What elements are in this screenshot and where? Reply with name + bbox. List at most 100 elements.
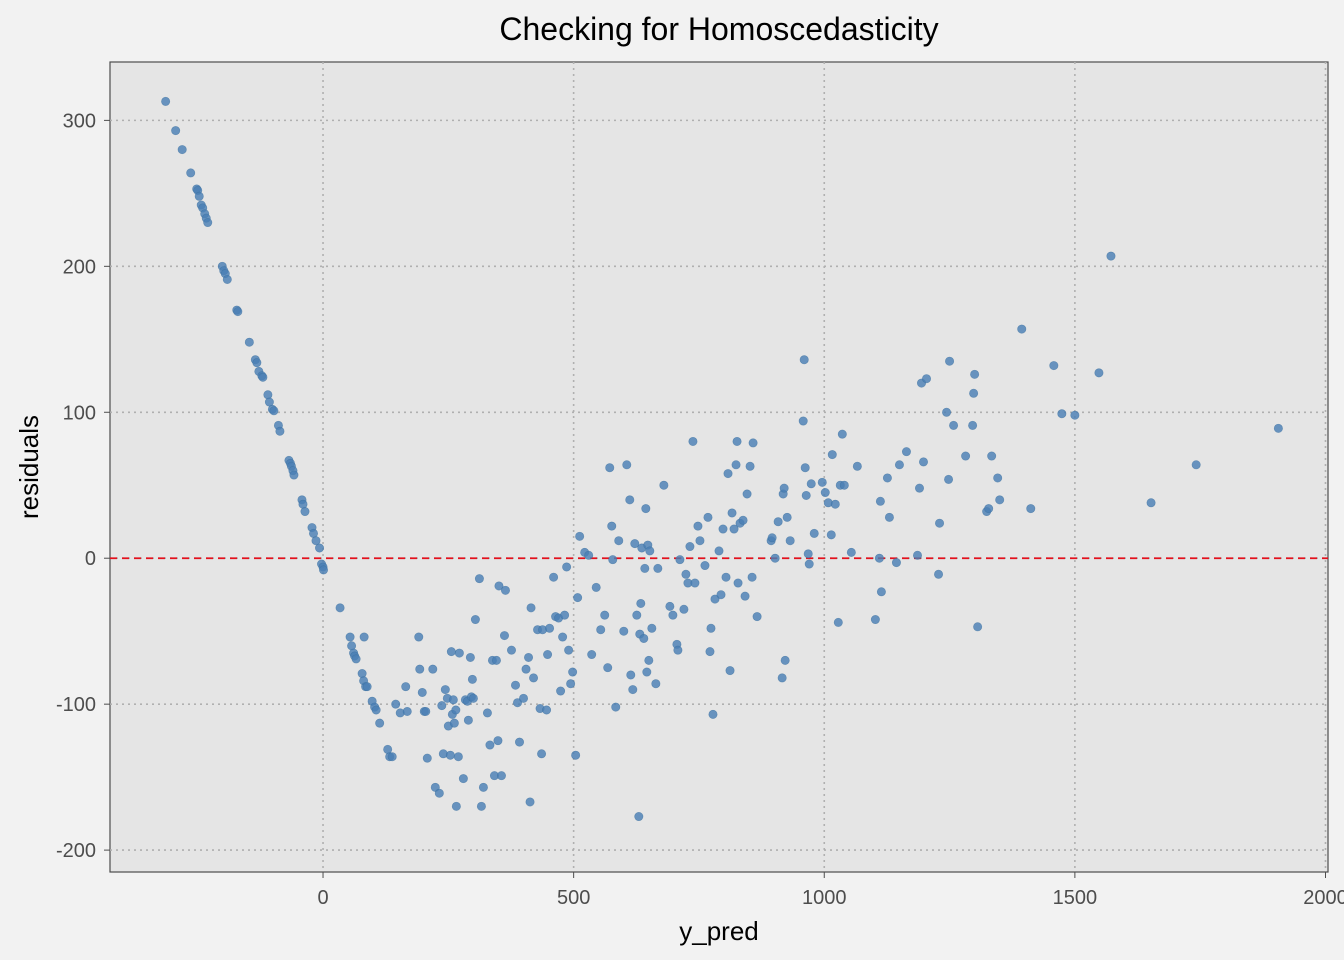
data-point xyxy=(632,610,642,620)
data-point xyxy=(500,585,510,595)
data-point xyxy=(969,388,979,398)
data-point xyxy=(745,461,755,471)
data-point xyxy=(970,369,980,379)
data-point xyxy=(645,546,655,556)
data-point xyxy=(556,686,566,696)
data-point xyxy=(575,531,585,541)
data-point xyxy=(451,801,461,811)
data-point xyxy=(626,670,636,680)
x-tick-label: 0 xyxy=(317,887,328,909)
data-point xyxy=(362,682,372,692)
data-point xyxy=(1017,324,1027,334)
data-point xyxy=(780,655,790,665)
data-point xyxy=(799,355,809,365)
data-point xyxy=(731,460,741,470)
x-tick-label: 2000 xyxy=(1303,887,1344,909)
data-point xyxy=(1070,410,1080,420)
data-point xyxy=(685,542,695,552)
data-point xyxy=(476,801,486,811)
x-axis-label: y_pred xyxy=(679,916,759,946)
data-point xyxy=(468,693,478,703)
y-tick-label: 0 xyxy=(85,548,96,570)
data-point xyxy=(935,518,945,528)
data-point xyxy=(630,539,640,549)
data-point xyxy=(651,679,661,689)
data-point xyxy=(874,553,884,563)
data-point xyxy=(526,603,536,613)
data-point xyxy=(801,490,811,500)
data-point xyxy=(675,555,685,565)
data-point xyxy=(600,610,610,620)
data-point xyxy=(827,450,837,460)
data-point xyxy=(700,561,710,571)
data-point xyxy=(453,752,463,762)
data-point xyxy=(1057,409,1067,419)
data-point xyxy=(474,574,484,584)
data-point xyxy=(319,565,329,575)
data-point xyxy=(993,473,1003,483)
y-tick-label: -100 xyxy=(56,694,96,716)
data-point xyxy=(387,752,397,762)
data-point xyxy=(733,578,743,588)
data-point xyxy=(357,669,367,679)
data-point xyxy=(482,708,492,718)
data-point xyxy=(542,705,552,715)
data-point xyxy=(987,451,997,461)
data-point xyxy=(914,483,924,493)
data-point xyxy=(391,699,401,709)
data-point xyxy=(275,426,285,436)
data-point xyxy=(446,647,456,657)
data-point xyxy=(345,632,355,642)
data-point xyxy=(1094,368,1104,378)
data-point xyxy=(833,617,843,627)
data-point xyxy=(647,623,657,633)
data-point xyxy=(668,610,678,620)
data-point xyxy=(636,598,646,608)
data-point xyxy=(171,126,181,136)
data-point xyxy=(912,550,922,560)
x-axis-ticks: 0 500 1000 1500 2000 xyxy=(317,872,1344,909)
data-point xyxy=(634,812,644,822)
y-axis-ticks: -200 -100 0 100 200 300 xyxy=(56,110,110,862)
data-point xyxy=(1049,361,1059,371)
data-point xyxy=(222,274,232,284)
data-point xyxy=(837,429,847,439)
data-point xyxy=(716,590,726,600)
data-point xyxy=(876,587,886,597)
data-point xyxy=(1146,498,1156,508)
data-point xyxy=(703,512,713,522)
data-point xyxy=(335,603,345,613)
data-point xyxy=(422,753,432,763)
data-point xyxy=(311,536,321,546)
data-point xyxy=(901,447,911,457)
data-point xyxy=(434,788,444,798)
data-point xyxy=(725,666,735,676)
data-point xyxy=(820,488,830,498)
data-point xyxy=(785,536,795,546)
data-point xyxy=(830,499,840,509)
y-tick-label: 100 xyxy=(63,402,96,424)
data-point xyxy=(705,647,715,657)
data-point xyxy=(596,625,606,635)
y-tick-label: -200 xyxy=(56,840,96,862)
data-point xyxy=(740,591,750,601)
data-point xyxy=(882,473,892,483)
data-point xyxy=(804,559,814,569)
data-point xyxy=(770,553,780,563)
data-point xyxy=(451,705,461,715)
data-point xyxy=(710,594,720,604)
data-point xyxy=(640,563,650,573)
data-point xyxy=(566,679,576,689)
data-point xyxy=(817,477,827,487)
data-point xyxy=(752,612,762,622)
data-point xyxy=(773,517,783,527)
data-point xyxy=(571,750,581,760)
data-point xyxy=(421,706,431,716)
data-point xyxy=(846,547,856,557)
data-point xyxy=(558,632,568,642)
data-point xyxy=(748,438,758,448)
data-point xyxy=(706,623,716,633)
data-point xyxy=(718,524,728,534)
data-point xyxy=(679,604,689,614)
data-point xyxy=(177,145,187,155)
